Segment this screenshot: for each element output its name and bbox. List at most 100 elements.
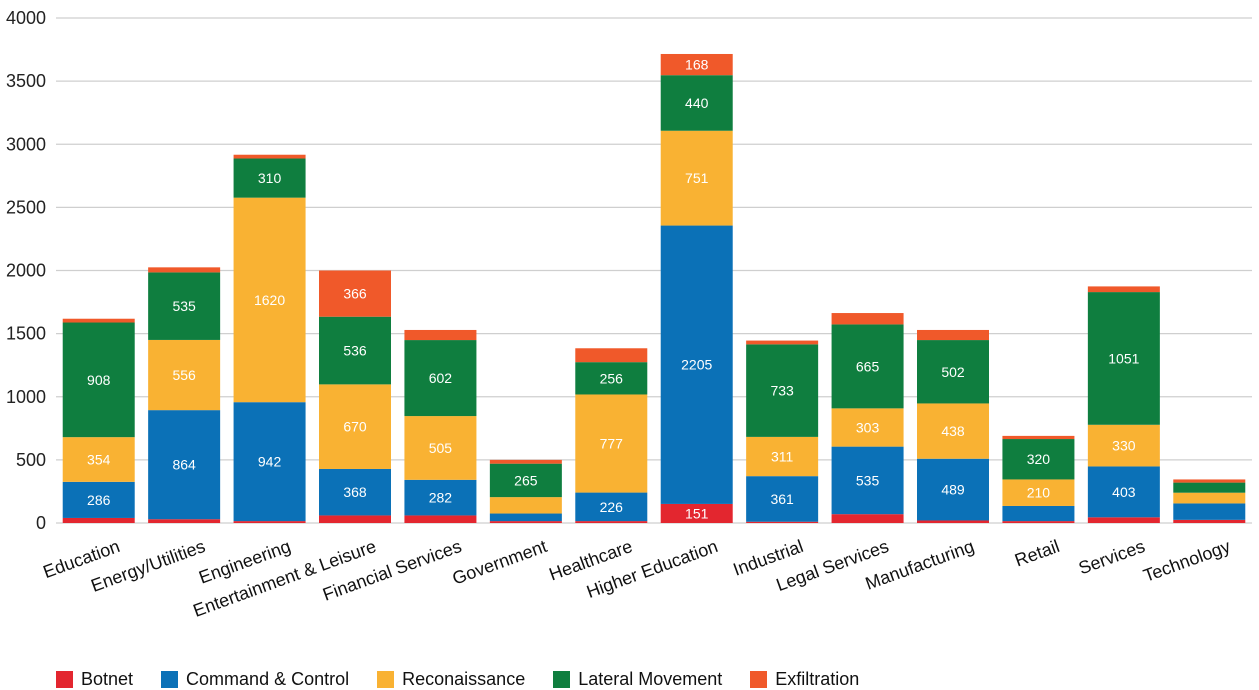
data-label: 403: [1112, 484, 1136, 500]
bar-segment: [660, 503, 733, 523]
data-label: 489: [941, 482, 965, 498]
bar-segment: [148, 519, 221, 523]
bar-segment: [917, 458, 989, 521]
data-label: 670: [343, 419, 367, 435]
data-label: 1620: [254, 292, 285, 308]
legend-item: Lateral Movement: [553, 669, 722, 690]
legend-label: Lateral Movement: [578, 669, 723, 689]
bar-segment: [1087, 466, 1160, 518]
legend-label: Command & Control: [186, 669, 350, 689]
legend-label: Reconaissance: [402, 669, 526, 689]
data-label: 751: [685, 170, 709, 186]
bar-segment: [831, 446, 904, 515]
bar-segment: [489, 521, 562, 523]
bar-segment: [404, 515, 477, 523]
bar-segment: [233, 197, 306, 403]
legend-label: Botnet: [81, 669, 134, 689]
bar-segment: [575, 394, 648, 493]
bar-segment: [831, 313, 904, 325]
data-label: 310: [258, 170, 282, 186]
y-tick-label: 4000: [6, 8, 46, 28]
data-label: 1051: [1108, 350, 1139, 366]
data-label: 282: [429, 490, 453, 506]
bar-segment: [746, 521, 819, 523]
bar-segment: [404, 329, 477, 341]
data-label: 366: [343, 286, 367, 302]
y-tick-label: 1000: [6, 387, 46, 407]
bar-segment: [575, 348, 648, 363]
bar-segment: [1002, 521, 1075, 523]
data-label: 942: [258, 454, 282, 470]
y-tick-label: 2000: [6, 261, 46, 281]
bar-segment: [1002, 435, 1075, 440]
bar-segment: [62, 318, 135, 323]
data-label: 535: [172, 298, 196, 314]
y-tick-label: 0: [36, 513, 46, 533]
data-label: 256: [600, 370, 624, 386]
y-tick-label: 500: [16, 450, 46, 470]
data-label: 535: [856, 472, 880, 488]
bar-segment: [319, 270, 391, 317]
y-tick-label: 2500: [6, 197, 46, 217]
data-label: 361: [770, 491, 794, 507]
bar-segment: [233, 158, 306, 198]
data-label: 777: [600, 436, 624, 452]
bar-segment: [1002, 439, 1075, 480]
bar-segment: [1087, 292, 1160, 425]
legend: Botnet Command & Control Reconaissance Late…: [56, 669, 887, 690]
bar-segment: [917, 329, 989, 341]
data-label: 438: [941, 423, 965, 439]
legend-item: Reconaissance: [377, 669, 525, 690]
bar-segment: [404, 479, 477, 516]
bar-segment: [1173, 503, 1246, 520]
bar-segment: [660, 130, 733, 226]
data-label: 440: [685, 95, 709, 111]
data-label: 303: [856, 419, 880, 435]
bar-segment: [62, 481, 135, 518]
data-label: 665: [856, 358, 880, 374]
legend-swatch: [56, 671, 73, 688]
data-label: 502: [941, 364, 965, 380]
bar-segment: [1173, 519, 1246, 523]
bar-segment: [233, 402, 306, 522]
bar-segment: [404, 340, 477, 417]
x-tick-label: Government: [450, 536, 550, 589]
bar-segment: [319, 316, 391, 385]
bar-segment: [917, 403, 989, 459]
bar-segment: [62, 322, 135, 438]
legend-item: Botnet: [56, 669, 133, 690]
bar-segment: [1087, 517, 1160, 523]
y-tick-label: 3500: [6, 71, 46, 91]
bar-segment: [917, 340, 989, 404]
data-label: 151: [685, 505, 709, 521]
bar-segment: [489, 497, 562, 514]
data-label: 320: [1027, 451, 1051, 467]
bar-segment: [660, 75, 733, 131]
bar-segment: [746, 344, 819, 437]
bar-segment: [660, 225, 733, 504]
data-label: 864: [172, 457, 196, 473]
bar-segment: [233, 154, 306, 159]
x-tick-label: Technology: [1141, 536, 1233, 586]
legend-item: Command & Control: [161, 669, 349, 690]
data-label: 505: [429, 440, 453, 456]
bar-segment: [831, 324, 904, 409]
bar-segment: [319, 384, 391, 469]
data-label: 908: [87, 372, 111, 388]
bar-segment: [917, 520, 989, 523]
data-label: 536: [343, 343, 367, 359]
bar-segment: [746, 436, 819, 477]
data-label: 286: [87, 492, 111, 508]
bar-segment: [1002, 479, 1075, 506]
legend-swatch: [553, 671, 571, 688]
bar-segment: [319, 515, 391, 523]
bar-segment: [1173, 492, 1246, 504]
bar-segment: [62, 517, 135, 523]
legend-label: Exfiltration: [775, 669, 860, 689]
data-label: 226: [600, 499, 624, 515]
bar-segment: [660, 53, 733, 76]
data-label: 354: [87, 451, 111, 467]
bar-segment: [148, 267, 221, 273]
bar-segment: [746, 340, 819, 345]
